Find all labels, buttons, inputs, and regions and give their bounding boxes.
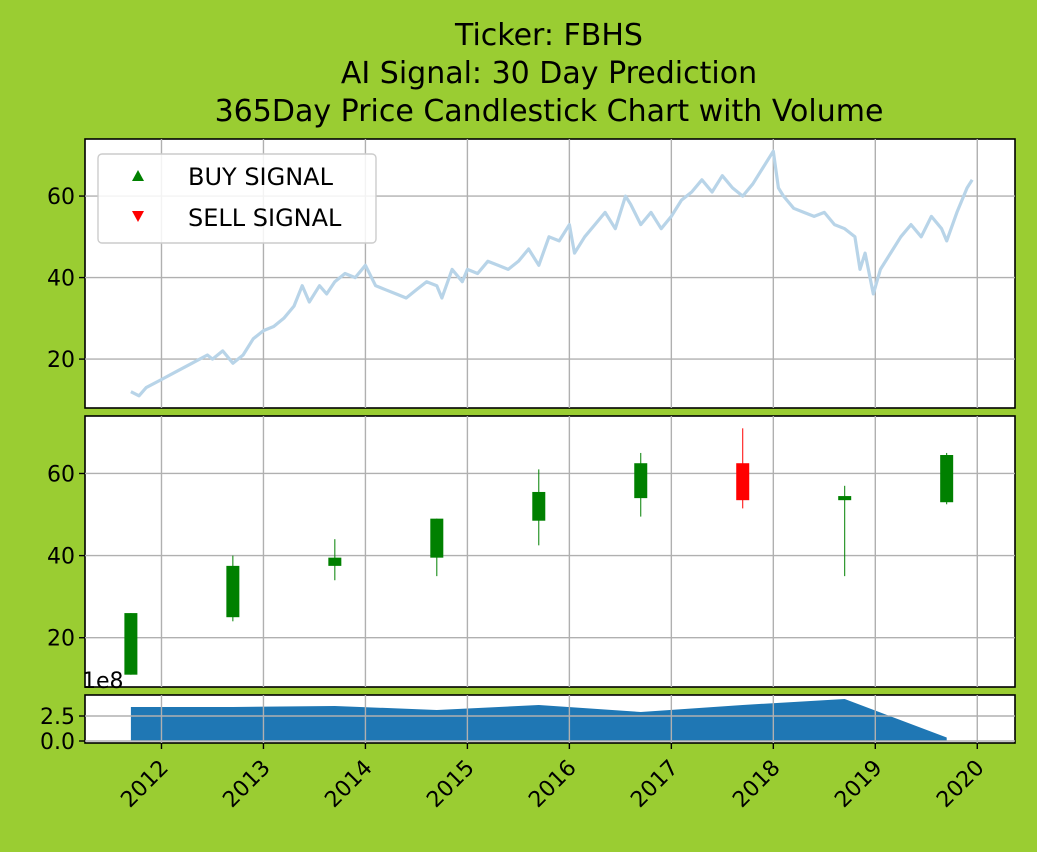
x-tick-label: 2017 xyxy=(626,756,683,813)
candlestick-panel-y-axis: 20 40 60 xyxy=(47,462,85,652)
sell-signal-legend-label: SELL SIGNAL xyxy=(188,204,342,232)
candlestick-panel-frame xyxy=(84,415,1016,688)
x-tick-label: 2019 xyxy=(830,756,887,813)
candle-body xyxy=(838,496,852,501)
buy-signal-legend-label: BUY SIGNAL xyxy=(188,163,334,191)
legend: BUY SIGNAL SELL SIGNAL xyxy=(97,153,377,244)
x-tick-label: 2013 xyxy=(218,756,275,813)
candle-body xyxy=(430,518,444,558)
y-tick-label: 20 xyxy=(47,348,75,373)
y-tick-label: 60 xyxy=(47,185,75,210)
candle-body xyxy=(124,613,138,675)
candle-body xyxy=(226,565,240,618)
volume-area-fill xyxy=(130,699,947,741)
y-tick-label: 60 xyxy=(47,462,75,487)
volume-area xyxy=(130,699,947,741)
y-tick-label: 40 xyxy=(47,545,75,570)
title-line-3: 365Day Price Candlestick Chart with Volu… xyxy=(215,94,884,129)
candle-body xyxy=(532,491,546,521)
candle-body xyxy=(328,557,342,566)
legend-box xyxy=(97,153,377,244)
candle-body xyxy=(940,455,954,503)
buy-signal-legend-marker xyxy=(132,170,144,181)
y-tick-label: 0.0 xyxy=(40,730,75,755)
x-tick-label: 2018 xyxy=(728,756,785,813)
volume-panel-y-axis: 0.02.5 xyxy=(40,705,85,755)
x-axis: 2012 2013 2014 2015 2016 2017 2018 2019 2020 xyxy=(116,743,990,813)
volume-offset-label: 1e8 xyxy=(82,669,124,694)
title-line-1: Ticker: FBHS xyxy=(454,18,643,53)
candle-body xyxy=(634,463,648,499)
price-line-panel: 20 40 60 BUY SIGNAL SELL SIGNAL xyxy=(47,138,1016,409)
candlestick-panel: 20 40 60 xyxy=(47,415,1016,688)
x-tick-label: 2012 xyxy=(116,756,173,813)
candlestick-panel-grid xyxy=(85,416,1015,687)
x-tick-label: 2016 xyxy=(524,756,581,813)
price-panel-y-axis: 20 40 60 xyxy=(47,185,85,373)
y-tick-label: 20 xyxy=(47,627,75,652)
y-tick-label: 40 xyxy=(47,267,75,292)
x-tick-label: 2020 xyxy=(932,756,989,813)
sell-signal-legend-marker xyxy=(132,211,144,222)
volume-panel: 0.02.5 1e8 xyxy=(40,669,1016,755)
title-line-2: AI Signal: 30 Day Prediction xyxy=(341,56,757,91)
price-series xyxy=(130,149,974,398)
candle-body xyxy=(736,463,750,501)
volume-panel-grid xyxy=(85,695,1015,743)
price-line xyxy=(130,149,974,398)
candlesticks xyxy=(124,428,954,675)
x-tick-label: 2014 xyxy=(320,756,377,813)
y-tick-label: 2.5 xyxy=(40,705,75,730)
chart-title: Ticker: FBHS AI Signal: 30 Day Predictio… xyxy=(215,18,884,129)
x-tick-label: 2015 xyxy=(422,756,479,813)
